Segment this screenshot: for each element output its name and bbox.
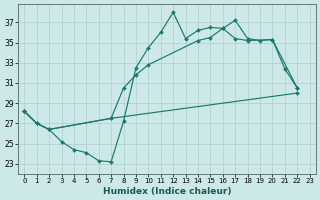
X-axis label: Humidex (Indice chaleur): Humidex (Indice chaleur)	[103, 187, 231, 196]
